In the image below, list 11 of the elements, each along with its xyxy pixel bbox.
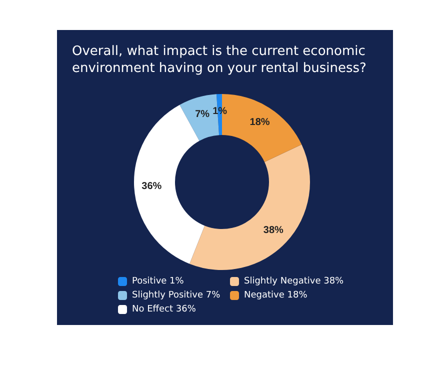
data-label: 18%: [250, 116, 270, 128]
data-label: 36%: [142, 180, 162, 192]
data-label: 1%: [212, 106, 228, 118]
legend-label: No Effect 36%: [132, 304, 196, 314]
data-label: 38%: [263, 224, 284, 236]
chart-title: Overall, what impact is the current economic environment having on your rental business?: [72, 44, 370, 76]
legend-label: Negative 18%: [244, 290, 308, 300]
data-label: 7%: [195, 108, 210, 120]
legend-label: Slightly Negative 38%: [244, 276, 344, 286]
legend-label: Slightly Positive 7%: [132, 290, 221, 300]
legend-label: Positive 1%: [132, 276, 184, 286]
